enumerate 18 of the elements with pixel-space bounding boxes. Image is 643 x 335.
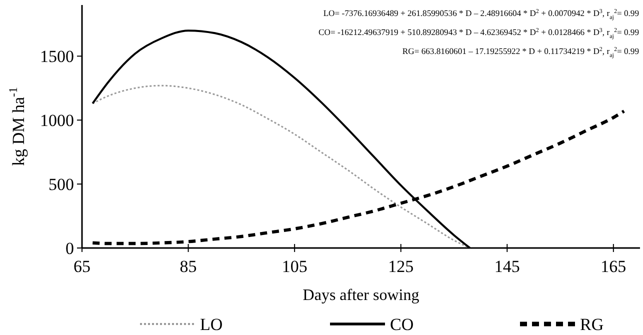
y-tick-label: 1500 <box>40 47 74 66</box>
legend-label: CO <box>390 314 414 334</box>
y-tick-label: 1000 <box>40 111 74 130</box>
y-tick-label: 500 <box>48 175 74 194</box>
x-tick-label: 145 <box>494 257 520 276</box>
x-tick-label: 105 <box>282 257 308 276</box>
annotation: RG= 663.8160601 – 17.19255922 * D + 0.11734219 * D$^{2}$, r$_{aj}$$^{2}$= 0.99 <box>402 46 639 59</box>
legend-label: RG <box>580 314 604 334</box>
x-axis-title: Days after sowing <box>302 287 420 304</box>
annotation: CO= -16212.49637919 + 510.89280943 * D – 4.62369452 * D$^{2}$ + 0.0128466 * D$^{3}$, r$_{aj}$$^{2}$= 0.99 <box>318 27 639 40</box>
y-tick-label: 0 <box>66 238 74 258</box>
legend-label: LO <box>200 314 223 334</box>
x-tick-label: 125 <box>388 257 414 276</box>
annotation: LO= -7376.16936489 + 261.85990536 * D – 2.48916604 * D$^{2}$ + 0.0070942 * D$^{3}$, r$_{aj}$$^{2}$= 0.99 <box>323 8 639 21</box>
line-series <box>92 84 471 249</box>
x-tick-label: 65 <box>74 257 90 276</box>
x-tick-label: 165 <box>600 257 626 276</box>
x-tick-label: 85 <box>180 257 197 276</box>
